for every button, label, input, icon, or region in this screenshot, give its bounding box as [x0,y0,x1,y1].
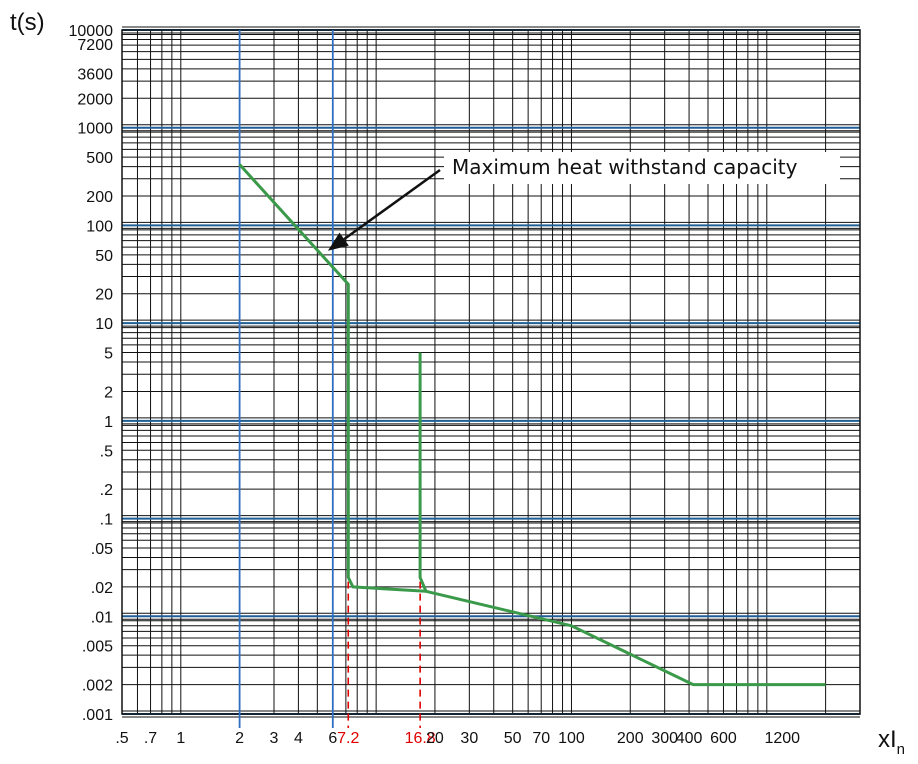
y-tick-label: 20 [95,287,113,304]
y-tick-label: 100 [86,218,113,235]
major-grid [121,29,861,715]
annotation-arrow-head [327,232,349,251]
x-tick-label: 2 [235,730,244,747]
x-tick-label: 50 [504,730,522,747]
y-tick-label: .5 [100,443,113,460]
y-tick-label: 3600 [77,66,113,83]
y-tick-label: .2 [100,482,113,499]
series-line-1 [238,163,826,687]
x-tick-label: 1200 [764,730,800,747]
y-tick-label: .1 [100,512,113,529]
x-tick-label: 20 [426,730,444,747]
x-tick-label: 16.8 [405,730,436,747]
y-tick-label: 1 [104,414,113,431]
y-tick-label: .01 [91,609,113,626]
annotation-group: Maximum heat withstand capacity [327,152,840,251]
annotation-text: Maximum heat withstand capacity [452,155,798,179]
x-tick-label: 200 [617,730,644,747]
y-tick-label: 500 [86,150,113,167]
minor-grid [121,26,861,718]
y-tick-label: 200 [86,189,113,206]
x-tick-label: 4 [294,730,303,747]
series-line-2 [418,352,428,592]
plot-frame [121,29,861,715]
y-axis-label: t(s) [10,9,45,36]
x-tick-label: 6 [328,730,337,747]
y-tick-label: .05 [91,541,113,558]
y-tick-label: .005 [82,639,113,656]
x-axis-label: xIn [878,726,905,758]
x-tick-label: 600 [710,730,737,747]
x-axis-label-main: xI [878,726,897,753]
annotation-background [444,152,840,184]
x-tick-label: 7.2 [337,730,359,747]
y-tick-label: .001 [82,707,113,724]
y-tick-label: 1000 [77,121,113,138]
y-tick-label: .002 [82,678,113,695]
y-tick-label: .02 [91,580,113,597]
x-tick-label: .7 [144,730,157,747]
x-tick-label: 3 [270,730,279,747]
x-axis-label-sub: n [897,741,905,758]
threshold-dashed-markers [347,569,421,728]
y-tick-label: 50 [95,248,113,265]
y-tick-label: 2000 [77,91,113,108]
x-tick-label: .5 [115,730,128,747]
y-tick-label: 10 [95,316,113,333]
highlight-vertical-lines [238,30,334,728]
series-group [238,163,826,687]
annotation-arrow [343,168,441,241]
x-tick-label: 1 [176,730,185,747]
x-tick-label: 400 [676,730,703,747]
x-tick-label: 30 [460,730,478,747]
x-tick-label: 100 [558,730,585,747]
y-tick-label: 5 [104,346,113,363]
y-tick-label: 7200 [77,37,113,54]
y-tick-label: 2 [104,384,113,401]
x-tick-label: 70 [532,730,550,747]
y-tick-label: 10000 [69,23,114,40]
x-tick-label: 300 [651,730,678,747]
